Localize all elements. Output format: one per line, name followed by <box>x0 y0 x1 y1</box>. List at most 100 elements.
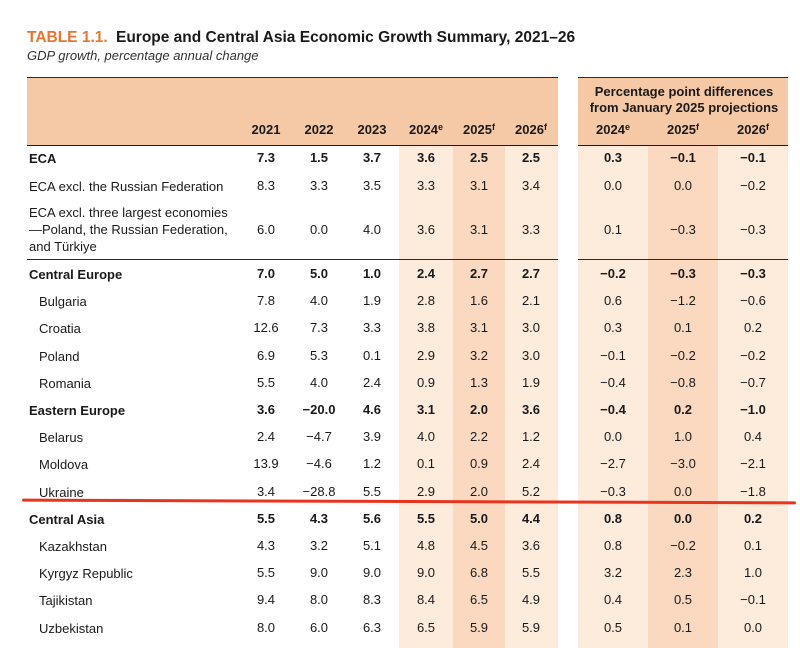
table-cell: 0.9 <box>469 456 489 471</box>
table-cell: 0.1 <box>673 320 693 335</box>
row-label: Poland <box>39 349 80 364</box>
table-cell: 3.2 <box>469 348 489 363</box>
table-cell: 3.0 <box>521 348 541 363</box>
table-cell: 3.2 <box>309 538 329 553</box>
table-cell: 6.3 <box>362 620 382 635</box>
table-cell: 7.8 <box>256 293 276 308</box>
column-shade-diff-2025f <box>648 146 718 648</box>
table-cell: −0.4 <box>600 375 626 390</box>
table-number: TABLE 1.1. <box>27 29 108 46</box>
table-cell: 0.2 <box>743 511 763 526</box>
table-cell: 1.3 <box>469 375 489 390</box>
table-cell: 5.5 <box>416 511 436 526</box>
table-cell: 8.0 <box>256 620 276 635</box>
table-cell: 4.8 <box>416 538 436 553</box>
table-cell: 2.0 <box>469 402 489 417</box>
table-cell: −0.2 <box>600 266 626 281</box>
table-cell: 6.5 <box>469 592 489 607</box>
column-header-3: 2024e <box>409 122 443 137</box>
table-cell: 2.9 <box>416 348 436 363</box>
table-cell: 2.4 <box>256 429 276 444</box>
table-cell: 5.6 <box>362 511 382 526</box>
table-cell: 6.9 <box>256 348 276 363</box>
column-header-2: 2023 <box>357 122 387 137</box>
table-cell: 0.1 <box>362 348 382 363</box>
table-cell: 9.4 <box>256 592 276 607</box>
column-header-8: 2026f <box>737 122 769 137</box>
table-cell: −0.8 <box>670 375 696 390</box>
table-cell: 5.2 <box>521 484 541 499</box>
table-cell: 3.0 <box>521 320 541 335</box>
column-shade-2025f <box>453 146 505 648</box>
table-cell: 0.0 <box>309 222 329 237</box>
table-cell: 4.0 <box>362 222 382 237</box>
row-label: Tajikistan <box>39 593 93 608</box>
table-cell: 5.5 <box>362 484 382 499</box>
table-cell: 6.5 <box>416 620 436 635</box>
table-cell: 2.9 <box>416 484 436 499</box>
table-cell: 1.9 <box>521 375 541 390</box>
rule-top-diff <box>578 77 788 78</box>
table-cell: 9.0 <box>362 565 382 580</box>
table-cell: 3.6 <box>256 402 276 417</box>
column-shade-2026f <box>505 146 558 648</box>
table-cell: 3.2 <box>603 565 623 580</box>
table-cell: 0.1 <box>743 538 763 553</box>
table-cell: 4.0 <box>309 375 329 390</box>
table-cell: 5.9 <box>521 620 541 635</box>
table-cell: 5.5 <box>521 565 541 580</box>
rule-header-main <box>27 145 558 146</box>
table-cell: −0.2 <box>740 178 766 193</box>
row-label: Central Europe <box>29 267 123 282</box>
table-cell: −0.4 <box>600 402 626 417</box>
table-cell: 0.0 <box>673 484 693 499</box>
table-cell: 0.4 <box>603 592 623 607</box>
table-cell: 7.3 <box>309 320 329 335</box>
table-cell: 7.0 <box>256 266 276 281</box>
table-cell: 3.9 <box>362 429 382 444</box>
table-cell: 3.7 <box>362 150 382 165</box>
table-cell: 5.5 <box>256 511 276 526</box>
table-title-text: Europe and Central Asia Economic Growth … <box>115 29 576 46</box>
table-cell: 3.6 <box>416 222 436 237</box>
table-cell: 5.9 <box>469 620 489 635</box>
row-label: Eastern Europe <box>29 403 126 418</box>
row-label: Belarus <box>39 430 84 445</box>
rule-top-main <box>27 77 558 78</box>
table-cell: −0.2 <box>740 348 766 363</box>
column-header-0: 2021 <box>251 122 281 137</box>
table-cell: 0.0 <box>673 511 693 526</box>
table-cell: 2.7 <box>521 266 541 281</box>
table-cell: 3.1 <box>469 222 489 237</box>
table-cell: 12.6 <box>253 320 279 335</box>
table-cell: 8.3 <box>362 592 382 607</box>
table-cell: 5.5 <box>256 375 276 390</box>
row-label: ECA excl. the Russian Federation <box>29 179 224 194</box>
table-cell: −28.8 <box>302 484 336 499</box>
table-cell: 0.0 <box>673 178 693 193</box>
table-cell: 0.3 <box>603 150 623 165</box>
table-cell: 0.6 <box>603 293 623 308</box>
table-cell: −0.1 <box>670 150 696 165</box>
table-cell: −0.3 <box>740 222 766 237</box>
table-cell: 1.2 <box>362 456 382 471</box>
rule-section-main <box>27 259 558 260</box>
table-cell: −1.2 <box>670 293 696 308</box>
table-cell: 1.9 <box>362 293 382 308</box>
table-cell: 0.4 <box>743 429 763 444</box>
table-cell: 4.6 <box>362 402 382 417</box>
table-cell: 2.2 <box>469 429 489 444</box>
table-cell: 1.0 <box>362 266 382 281</box>
table-cell: 3.3 <box>521 222 541 237</box>
row-label: Croatia <box>39 321 81 336</box>
table-cell: 1.0 <box>673 429 693 444</box>
table-cell: 0.1 <box>416 456 436 471</box>
table-cell: 6.0 <box>256 222 276 237</box>
table-cell: −2.7 <box>600 456 626 471</box>
table-cell: 0.1 <box>603 222 623 237</box>
column-header-5: 2026f <box>515 122 547 137</box>
table-cell: 2.8 <box>416 293 436 308</box>
table-cell: 3.4 <box>521 178 541 193</box>
table-cell: 4.0 <box>416 429 436 444</box>
table-cell: 0.0 <box>743 620 763 635</box>
